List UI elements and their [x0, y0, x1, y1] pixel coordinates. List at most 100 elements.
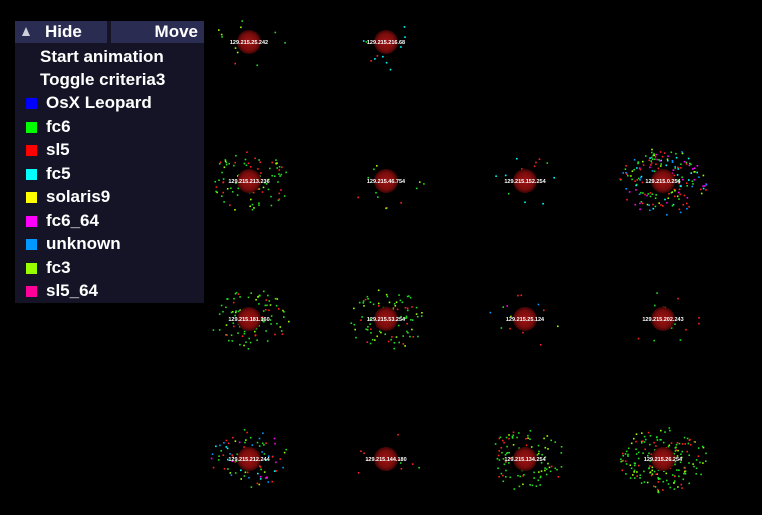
- connection-dot: [375, 191, 377, 194]
- host-node[interactable]: [651, 307, 675, 331]
- connection-dot: [655, 194, 657, 196]
- legend-swatch: [26, 262, 37, 274]
- connection-dot: [680, 456, 683, 459]
- host-node[interactable]: [374, 30, 398, 54]
- host-node[interactable]: [237, 30, 261, 54]
- host-node[interactable]: [651, 169, 675, 193]
- host-cluster[interactable]: 129.215.202.243: [637, 292, 700, 342]
- host-node[interactable]: [513, 447, 537, 471]
- connection-dot: [674, 189, 676, 192]
- host-cluster[interactable]: 129.215.152.254: [495, 157, 555, 205]
- start-animation-button[interactable]: Start animation: [40, 47, 164, 66]
- connection-dot: [236, 51, 239, 54]
- host-node[interactable]: [237, 307, 261, 331]
- host-node[interactable]: [237, 447, 261, 471]
- connection-dot: [268, 178, 270, 181]
- legend-swatch: [26, 98, 37, 109]
- host-node[interactable]: [374, 307, 398, 331]
- host-node[interactable]: [651, 447, 675, 471]
- host-cluster[interactable]: 129.215.181.160: [212, 290, 290, 350]
- connection-dot: [527, 437, 529, 439]
- connection-dot: [505, 436, 508, 439]
- connection-dot: [406, 307, 409, 310]
- connection-dot: [625, 172, 627, 174]
- connection-dot: [705, 452, 707, 455]
- connection-dot: [642, 164, 645, 166]
- connection-dot: [231, 340, 234, 342]
- connection-dot: [263, 320, 265, 323]
- host-node[interactable]: [513, 307, 537, 331]
- host-cluster[interactable]: 129.215.213.236: [214, 151, 287, 211]
- connection-dot: [503, 441, 505, 444]
- connection-dot: [683, 472, 685, 475]
- connection-dot: [640, 176, 642, 179]
- connection-dot: [537, 303, 540, 306]
- connection-dot: [234, 292, 237, 295]
- connection-dot: [644, 438, 647, 441]
- host-cluster[interactable]: 129.215.25.242: [218, 20, 286, 67]
- move-button[interactable]: Move: [111, 21, 204, 43]
- connection-dot: [237, 293, 240, 295]
- connection-dot: [497, 467, 499, 470]
- connection-dot: [360, 319, 362, 321]
- connection-dot: [637, 161, 639, 163]
- host-cluster[interactable]: 129.215.25.124: [489, 294, 559, 346]
- connection-dot: [554, 441, 556, 443]
- connection-dot: [508, 434, 510, 436]
- connection-dot: [639, 179, 641, 181]
- hide-button[interactable]: Hide: [15, 21, 107, 43]
- connection-dot: [404, 36, 406, 38]
- host-cluster[interactable]: 129.215.46.754: [357, 165, 425, 210]
- connection-dot: [689, 162, 691, 165]
- host-node[interactable]: [513, 169, 537, 193]
- connection-dot: [499, 436, 502, 439]
- connection-dot: [660, 159, 662, 162]
- connection-dot: [367, 326, 369, 328]
- connection-dot: [234, 209, 236, 211]
- host-cluster[interactable]: 129.215.212.244: [210, 429, 287, 488]
- connection-dot: [362, 40, 365, 42]
- connection-dot: [261, 442, 264, 445]
- connection-dot: [376, 165, 378, 167]
- connection-dot: [269, 304, 272, 306]
- connection-dot: [249, 436, 252, 439]
- connection-dot: [640, 201, 643, 203]
- connection-dot: [632, 474, 634, 476]
- connection-dot: [279, 326, 282, 328]
- connection-dot: [663, 470, 665, 472]
- host-cluster[interactable]: 129.215.144.180: [357, 433, 420, 474]
- host-node[interactable]: [374, 169, 398, 193]
- host-node[interactable]: [374, 447, 398, 471]
- host-cluster[interactable]: 129.215.26.254: [620, 427, 707, 494]
- connection-dot: [415, 313, 418, 315]
- connection-dot: [211, 453, 214, 455]
- host-cluster[interactable]: 129.215.134.254: [494, 430, 563, 490]
- connection-dot: [530, 446, 533, 448]
- toggle-criteria-button[interactable]: Toggle criteria3: [40, 70, 166, 89]
- connection-dot: [656, 292, 658, 294]
- connection-dot: [220, 450, 222, 452]
- host-cluster[interactable]: 129.215.216.68: [362, 26, 406, 71]
- connection-dot: [671, 204, 674, 207]
- legend-label: sl5_64: [46, 281, 98, 300]
- connection-dot: [655, 445, 657, 447]
- connection-dot: [255, 327, 258, 330]
- connection-dot: [650, 453, 653, 456]
- host-node[interactable]: [237, 169, 261, 193]
- connection-dot: [650, 474, 653, 477]
- connection-dot: [697, 455, 700, 457]
- connection-dot: [253, 207, 255, 209]
- host-cluster[interactable]: 129.215.53.254: [350, 289, 423, 350]
- connection-dot: [673, 488, 676, 490]
- host-cluster[interactable]: 129.215.0.254: [619, 148, 708, 216]
- connection-dot: [635, 453, 638, 455]
- connection-dot: [630, 442, 633, 445]
- connection-dot: [633, 437, 635, 440]
- connection-dot: [234, 161, 236, 164]
- connection-dot: [678, 475, 680, 478]
- connection-dot: [245, 341, 247, 343]
- connection-dot: [498, 475, 500, 478]
- connection-dot: [497, 454, 500, 457]
- connection-dot: [679, 211, 682, 214]
